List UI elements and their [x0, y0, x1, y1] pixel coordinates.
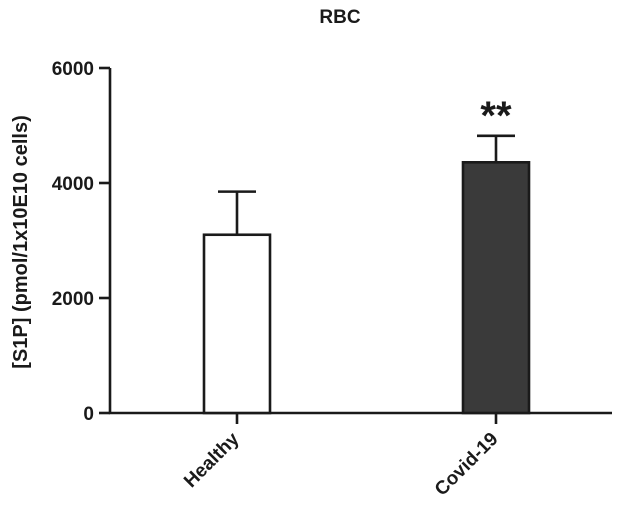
y-tick-label: 4000 [52, 174, 94, 195]
x-tick-label: Healthy [180, 428, 244, 492]
chart-title: RBC [319, 7, 360, 28]
bar-covid-19 [461, 161, 531, 415]
axes [108, 68, 612, 415]
x-ticks-group: Healthy Covid-19 [180, 413, 503, 501]
annotations-group: ** [480, 94, 512, 138]
y-tick-label: 6000 [52, 59, 94, 80]
bar-healthy [202, 233, 272, 415]
y-tick-label: 0 [83, 404, 94, 425]
significance-annotation: ** [480, 94, 512, 138]
bars-group [202, 161, 531, 415]
y-tick-label: 2000 [52, 289, 94, 310]
y-axis-label: [S1P] (pmol/1x10E10 cells) [10, 115, 32, 368]
error-bars-group [218, 134, 515, 235]
x-tick-label: Covid-19 [431, 429, 503, 501]
y-ticks-group: 0 2000 4000 6000 [52, 59, 110, 425]
